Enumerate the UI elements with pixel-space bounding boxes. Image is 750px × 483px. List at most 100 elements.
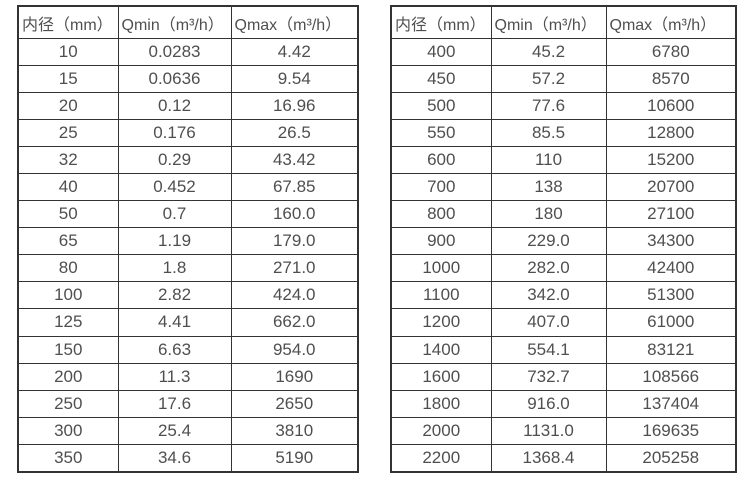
header-inner-diameter: 内径（mm） <box>17 5 119 39</box>
table-cell: 1.19 <box>117 227 232 256</box>
table-body: 10 0.0283 4.42 15 0.0636 9.54 20 0.12 16.96 25 0.1… <box>17 37 359 473</box>
table-cell: 25 <box>17 119 119 148</box>
table-cell: 1100 <box>390 281 492 310</box>
table-cell: 1.8 <box>117 254 232 283</box>
table-cell: 138 <box>490 173 607 202</box>
table-cell: 300 <box>17 416 119 445</box>
table-cell: 550 <box>390 119 492 148</box>
table-cell: 1400 <box>390 335 492 364</box>
table-cell: 137404 <box>605 389 737 418</box>
table-cell: 732.7 <box>490 362 607 391</box>
flow-spec-table-left: 内径（mm） Qmin（m³/h） Qmax（m³/h） 10 0.0283 4.4… <box>17 5 359 473</box>
table-row: 1100 342.0 51300 <box>390 281 737 310</box>
table-row: 350 34.6 5190 <box>17 443 359 473</box>
table-row: 25 0.176 26.5 <box>17 119 359 148</box>
table-cell: 180 <box>490 200 607 229</box>
table-row: 15 0.0636 9.54 <box>17 65 359 94</box>
table-cell: 8570 <box>605 65 737 94</box>
table-cell: 554.1 <box>490 335 607 364</box>
table-cell: 250 <box>17 389 119 418</box>
table-row: 150 6.63 954.0 <box>17 335 359 364</box>
table-cell: 282.0 <box>490 254 607 283</box>
table-cell: 80 <box>17 254 119 283</box>
table-cell: 2000 <box>390 416 492 445</box>
table-cell: 85.5 <box>490 119 607 148</box>
table-cell: 271.0 <box>230 254 359 283</box>
flow-spec-table-right: 内径（mm） Qmin（m³/h） Qmax（m³/h） 400 45.2 6780… <box>390 5 737 473</box>
table-cell: 57.2 <box>490 65 607 94</box>
table-cell: 42400 <box>605 254 737 283</box>
table-cell: 32 <box>17 146 119 175</box>
table-cell: 4.41 <box>117 308 232 337</box>
table-row: 400 45.2 6780 <box>390 37 737 67</box>
table-cell: 108566 <box>605 362 737 391</box>
table-cell: 916.0 <box>490 389 607 418</box>
table-cell: 15 <box>17 65 119 94</box>
table-row: 300 25.4 3810 <box>17 416 359 445</box>
table-cell: 900 <box>390 227 492 256</box>
table-cell: 51300 <box>605 281 737 310</box>
header-inner-diameter: 内径（mm） <box>390 5 492 39</box>
table-cell: 1600 <box>390 362 492 391</box>
header-qmin: Qmin（m³/h） <box>117 5 232 39</box>
table-cell: 350 <box>17 443 119 473</box>
table-cell: 342.0 <box>490 281 607 310</box>
table-cell: 61000 <box>605 308 737 337</box>
header-qmin: Qmin（m³/h） <box>490 5 607 39</box>
table-row: 100 2.82 424.0 <box>17 281 359 310</box>
table-cell: 424.0 <box>230 281 359 310</box>
table-cell: 5190 <box>230 443 359 473</box>
table-cell: 65 <box>17 227 119 256</box>
table-row: 550 85.5 12800 <box>390 119 737 148</box>
table-cell: 450 <box>390 65 492 94</box>
table-cell: 200 <box>17 362 119 391</box>
table-cell: 10600 <box>605 92 737 121</box>
table-cell: 77.6 <box>490 92 607 121</box>
table-cell: 1690 <box>230 362 359 391</box>
table-cell: 700 <box>390 173 492 202</box>
table-cell: 34.6 <box>117 443 232 473</box>
table-row: 1200 407.0 61000 <box>390 308 737 337</box>
table-cell: 0.29 <box>117 146 232 175</box>
header-row: 内径（mm） Qmin（m³/h） Qmax（m³/h） <box>17 5 359 39</box>
table-cell: 0.452 <box>117 173 232 202</box>
table-cell: 27100 <box>605 200 737 229</box>
table-cell: 100 <box>17 281 119 310</box>
table-cell: 34300 <box>605 227 737 256</box>
table-cell: 1200 <box>390 308 492 337</box>
table-cell: 26.5 <box>230 119 359 148</box>
table-cell: 20700 <box>605 173 737 202</box>
header-qmax: Qmax（m³/h） <box>230 5 359 39</box>
table-row: 500 77.6 10600 <box>390 92 737 121</box>
table-cell: 83121 <box>605 335 737 364</box>
table-cell: 954.0 <box>230 335 359 364</box>
table-cell: 40 <box>17 173 119 202</box>
table-row: 50 0.7 160.0 <box>17 200 359 229</box>
table-row: 2000 1131.0 169635 <box>390 416 737 445</box>
table-cell: 6.63 <box>117 335 232 364</box>
table-cell: 43.42 <box>230 146 359 175</box>
table-row: 10 0.0283 4.42 <box>17 37 359 67</box>
table-cell: 229.0 <box>490 227 607 256</box>
table-cell: 11.3 <box>117 362 232 391</box>
table-cell: 150 <box>17 335 119 364</box>
table-cell: 1000 <box>390 254 492 283</box>
table-row: 900 229.0 34300 <box>390 227 737 256</box>
table-row: 450 57.2 8570 <box>390 65 737 94</box>
table-cell: 125 <box>17 308 119 337</box>
table-cell: 662.0 <box>230 308 359 337</box>
header-row: 内径（mm） Qmin（m³/h） Qmax（m³/h） <box>390 5 737 39</box>
table-header: 内径（mm） Qmin（m³/h） Qmax（m³/h） <box>17 5 359 39</box>
header-qmax: Qmax（m³/h） <box>605 5 737 39</box>
table-cell: 160.0 <box>230 200 359 229</box>
table-cell: 20 <box>17 92 119 121</box>
table-cell: 0.0283 <box>117 37 232 67</box>
table-row: 65 1.19 179.0 <box>17 227 359 256</box>
table-row: 80 1.8 271.0 <box>17 254 359 283</box>
table-row: 20 0.12 16.96 <box>17 92 359 121</box>
table-cell: 0.12 <box>117 92 232 121</box>
table-cell: 179.0 <box>230 227 359 256</box>
table-row: 125 4.41 662.0 <box>17 308 359 337</box>
table-cell: 1131.0 <box>490 416 607 445</box>
